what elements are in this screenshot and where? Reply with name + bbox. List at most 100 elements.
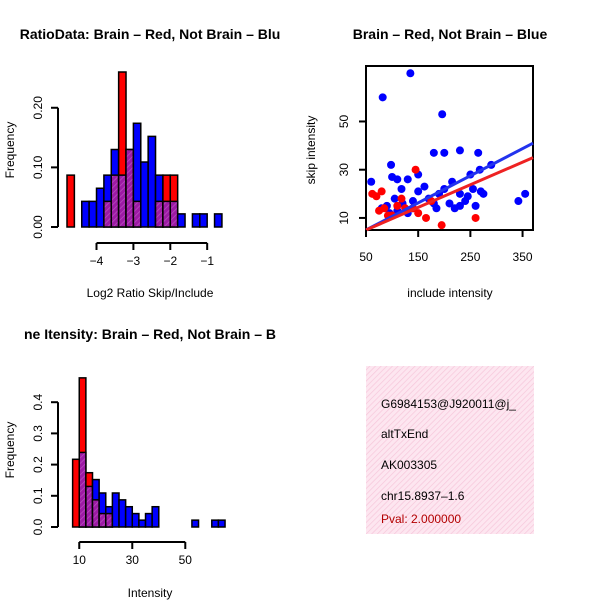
brain-point bbox=[377, 187, 386, 196]
ratio-hist-x-tick-label: −4 bbox=[90, 254, 104, 268]
not-brain-point bbox=[455, 146, 464, 155]
info-box-background bbox=[366, 366, 534, 534]
not-brain-point bbox=[403, 175, 412, 184]
not-brain-point bbox=[476, 187, 485, 196]
ratio-hist-bar bbox=[81, 200, 90, 228]
intensity-hist-bar bbox=[217, 519, 226, 528]
ratio-hist-bar bbox=[66, 174, 76, 228]
intensity-hist-bar bbox=[191, 519, 200, 528]
not-brain-point bbox=[514, 197, 523, 206]
scatter-x-tick-label: 350 bbox=[513, 250, 533, 264]
intensity-hist-bar bbox=[71, 458, 81, 528]
ratio-histogram-bars bbox=[66, 71, 223, 228]
ratio-hist-bar bbox=[191, 213, 201, 228]
brain-point bbox=[471, 213, 480, 222]
not-brain-fit-line bbox=[365, 141, 534, 232]
ratio-hist-x-tick-label: −1 bbox=[200, 254, 214, 268]
not-brain-point bbox=[445, 199, 454, 208]
intensity-hist-bar bbox=[111, 492, 120, 528]
scatter-y-tick-label: 50 bbox=[337, 114, 351, 128]
scatter-y-tick-label: 10 bbox=[337, 211, 351, 225]
scatter-points bbox=[365, 69, 534, 232]
scatter-x-tick-label: 150 bbox=[408, 250, 428, 264]
ratio-hist-bar bbox=[199, 213, 208, 228]
info-event-type: altTxEnd bbox=[381, 427, 428, 441]
scatter-y-tick-label: 30 bbox=[337, 163, 351, 177]
not-brain-point bbox=[406, 69, 415, 78]
brain-point bbox=[380, 204, 389, 213]
info-gene-id: G6984153@J920011@j_ bbox=[381, 397, 516, 411]
scatter-xlabel: include intensity bbox=[407, 286, 492, 300]
ratio-histogram-axes: −4 −3 −2 −1 0.00 0.10 0.20 bbox=[31, 96, 214, 268]
not-brain-point bbox=[390, 194, 399, 203]
brain-point bbox=[397, 194, 406, 203]
ratio-hist-overlap-bar bbox=[162, 200, 172, 228]
intensity-hist-overlap-bar bbox=[91, 499, 100, 528]
intensity-hist-y-tick-label: 0.3 bbox=[31, 425, 45, 442]
ratio-hist-bar bbox=[176, 213, 186, 228]
intensity-hist-y-tick-label: 0.0 bbox=[31, 518, 45, 535]
ratio-hist-y-tick-label: 0.20 bbox=[31, 96, 45, 120]
intensity-hist-bar bbox=[118, 499, 127, 528]
info-location: chr15.8937–1.6 bbox=[381, 489, 465, 503]
ratio-hist-bar bbox=[147, 135, 157, 228]
ratio-hist-x-tick-label: −3 bbox=[127, 254, 141, 268]
intensity-hist-bar bbox=[124, 505, 134, 528]
brain-point bbox=[437, 221, 446, 230]
ratio-hist-bar bbox=[213, 213, 223, 228]
intensity-hist-bar bbox=[138, 519, 147, 528]
brain-point bbox=[414, 209, 423, 218]
not-brain-point bbox=[471, 201, 480, 210]
scatter-axes: 50 150 250 350 10 30 50 bbox=[337, 114, 533, 264]
not-brain-point bbox=[455, 189, 464, 198]
not-brain-point bbox=[429, 148, 438, 157]
scatter-ylabel: skip intensity bbox=[304, 116, 318, 185]
intensity-hist-y-tick-label: 0.1 bbox=[31, 487, 45, 504]
intensity-hist-x-tick-label: 10 bbox=[73, 553, 87, 567]
ratio-hist-overlap-bar bbox=[110, 174, 120, 228]
scatter-title: Brain – Red, Not Brain – Blue bbox=[353, 26, 548, 42]
intensity-hist-overlap-bar bbox=[85, 485, 94, 528]
ratio-histogram-title: RatioData: Brain – Red, Not Brain – Blu bbox=[20, 26, 281, 42]
intensity-hist-overlap-bar bbox=[98, 512, 107, 528]
ratio-hist-bar bbox=[140, 161, 149, 228]
not-brain-point bbox=[432, 204, 441, 213]
not-brain-point bbox=[388, 172, 397, 181]
intensity-histogram-axes: 10 30 50 0.0 0.1 0.2 0.3 0.4 bbox=[31, 394, 192, 567]
ratio-hist-bar bbox=[88, 200, 98, 228]
not-brain-point bbox=[397, 185, 406, 193]
info-pvalue: Pval: 2.000000 bbox=[381, 512, 461, 526]
ratio-hist-overlap-bar bbox=[117, 174, 127, 228]
intensity-hist-x-tick-label: 30 bbox=[126, 553, 140, 567]
intensity-hist-bar bbox=[131, 512, 140, 528]
ratio-hist-overlap-bar bbox=[169, 200, 179, 228]
ratio-hist-y-tick-label: 0.00 bbox=[31, 215, 45, 239]
intensity-histogram-bars bbox=[71, 377, 226, 528]
intensity-hist-y-tick-label: 0.4 bbox=[31, 394, 45, 411]
info-accession: AK003305 bbox=[381, 458, 437, 472]
ratio-histogram-ylabel: Frequency bbox=[3, 122, 17, 179]
brain-fit-line bbox=[365, 156, 534, 232]
not-brain-point bbox=[387, 160, 396, 169]
intensity-histogram-panel: ne Itensity: Brain – Red, Not Brain – B … bbox=[3, 326, 276, 600]
not-brain-point bbox=[378, 93, 387, 102]
not-brain-point bbox=[463, 192, 472, 201]
brain-point bbox=[422, 213, 431, 222]
intensity-histogram-xlabel: Intensity bbox=[128, 586, 173, 600]
not-brain-point bbox=[521, 189, 530, 198]
not-brain-point bbox=[438, 110, 447, 119]
brain-point bbox=[372, 192, 381, 201]
not-brain-point bbox=[420, 182, 429, 191]
scatter-x-tick-label: 50 bbox=[359, 250, 373, 264]
not-brain-point bbox=[367, 177, 376, 186]
ratio-histogram-xlabel: Log2 Ratio Skip/Include bbox=[87, 286, 214, 300]
scatter-plot-box bbox=[365, 65, 534, 231]
brain-point bbox=[393, 201, 402, 210]
intensity-hist-bar bbox=[211, 519, 220, 528]
ratio-hist-overlap-bar bbox=[103, 200, 113, 228]
ratio-hist-bar bbox=[95, 187, 105, 228]
not-brain-point bbox=[414, 187, 423, 196]
intensity-histogram-title: ne Itensity: Brain – Red, Not Brain – B bbox=[24, 326, 276, 342]
